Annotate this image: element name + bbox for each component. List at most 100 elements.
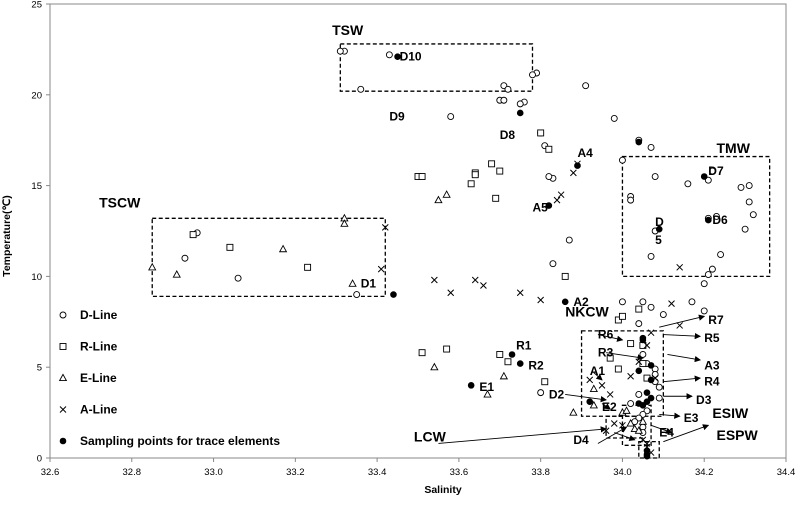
point-d-line — [745, 198, 753, 206]
point-a-line — [639, 436, 647, 444]
point-label: D — [655, 215, 664, 229]
point-a-line — [447, 289, 455, 297]
point-r-line — [418, 173, 426, 180]
point-e-line — [622, 406, 631, 414]
point-a-line — [676, 322, 684, 329]
point-e-line — [148, 262, 157, 271]
annotation-arrow — [614, 432, 636, 442]
point-sampling-points-for-trace-elements — [635, 400, 643, 407]
point-label: D1 — [361, 277, 377, 291]
point-label: R3 — [598, 346, 614, 360]
point-r-line — [304, 263, 312, 271]
point-d-line — [639, 298, 647, 306]
water-mass-boxes: TSW TMW TSCW NKCW ESIW LCW ESPW — [99, 22, 771, 459]
legend-label: D-Line — [80, 308, 118, 322]
point-r-line — [545, 145, 553, 153]
point-d-line — [529, 71, 536, 79]
point-label: R4 — [704, 375, 720, 389]
point-label: R7 — [708, 313, 724, 327]
point-d-line — [684, 180, 692, 188]
point-d-line — [627, 196, 635, 204]
annotation-arrow — [597, 334, 624, 342]
point-a-line — [598, 382, 606, 389]
point-d-line — [582, 82, 590, 90]
point-r-line — [189, 231, 197, 239]
point-r-line — [504, 358, 512, 366]
point-sampling-points-for-trace-elements — [586, 398, 594, 406]
point-a-line — [647, 329, 655, 337]
point-sampling-points-for-trace-elements — [394, 53, 401, 60]
point-a-line — [602, 427, 610, 435]
point-r-line — [467, 180, 475, 188]
point-label: D7 — [708, 164, 724, 178]
legend-marker — [59, 437, 67, 445]
point-d-line — [713, 213, 720, 220]
point-d-line — [639, 351, 647, 358]
point-a-line — [537, 296, 545, 304]
x-tick-label: 32.8 — [123, 467, 142, 478]
point-d-line — [618, 298, 626, 306]
legend-marker — [59, 343, 67, 350]
annotation-arrow — [597, 426, 628, 444]
point-e-line — [589, 400, 598, 409]
point-a-line — [610, 420, 618, 427]
point-r-line — [443, 345, 451, 353]
point-e-line — [630, 424, 639, 432]
point-label: A1 — [590, 364, 606, 378]
annotation-arrow — [663, 424, 710, 443]
point-a-line — [586, 376, 594, 384]
point-d-line — [385, 51, 393, 59]
point-r-line — [496, 351, 504, 358]
point-a-line — [516, 289, 524, 297]
point-d-line — [353, 291, 361, 299]
annotation-arrow — [601, 403, 611, 410]
annotation-arrow — [565, 393, 607, 403]
legend-label: A-Line — [80, 403, 118, 417]
point-d-line — [700, 280, 708, 288]
point-e-line — [172, 270, 181, 278]
point-a-line — [668, 300, 675, 307]
annotation-arrow — [659, 314, 706, 328]
point-d-line — [659, 311, 667, 318]
x-tick-label: 34.4 — [777, 467, 796, 478]
point-d-line — [717, 251, 725, 259]
point-d-line — [745, 182, 753, 190]
point-a-line — [377, 265, 385, 273]
x-tick-label: 33.2 — [286, 467, 305, 478]
x-axis-title: Salinity — [424, 484, 462, 496]
point-d-line — [357, 85, 365, 93]
point-e-line — [278, 244, 288, 253]
annotation-arrow — [593, 372, 603, 381]
water-mass-label: TSCW — [99, 194, 141, 210]
point-r-line — [614, 365, 622, 373]
point-sampling-points-for-trace-elements — [561, 298, 569, 306]
legend-marker — [58, 373, 68, 382]
point-d-line — [627, 400, 635, 407]
point-r-line — [492, 194, 500, 202]
point-r-line — [418, 349, 426, 357]
point-sampling-points-for-trace-elements — [643, 398, 651, 406]
x-tick-label: 34.0 — [613, 467, 632, 478]
point-label: R5 — [704, 331, 720, 345]
point-sampling-points-for-trace-elements — [545, 202, 553, 209]
point-d-line — [565, 236, 573, 244]
x-tick-label: 33.0 — [204, 467, 223, 478]
x-tick-label: 33.6 — [450, 467, 469, 478]
point-sampling-points-for-trace-elements — [700, 173, 708, 180]
y-tick-label: 0 — [37, 454, 42, 465]
point-d-line — [549, 260, 557, 268]
point-sampling-points-for-trace-elements — [390, 291, 397, 298]
point-e-line — [434, 195, 443, 204]
point-e-line — [634, 426, 643, 434]
point-label: R1 — [516, 338, 532, 352]
point-d-line — [537, 389, 545, 397]
point-sampling-points-for-trace-elements — [647, 376, 655, 384]
point-d-line — [635, 320, 643, 328]
point-label: D10 — [400, 50, 422, 64]
water-mass-label: ESIW — [712, 405, 749, 421]
data-points — [148, 47, 757, 460]
point-sampling-points-for-trace-elements — [574, 162, 581, 169]
point-d-line — [708, 167, 716, 175]
point-label: D8 — [500, 128, 516, 142]
point-e-line — [430, 362, 439, 371]
